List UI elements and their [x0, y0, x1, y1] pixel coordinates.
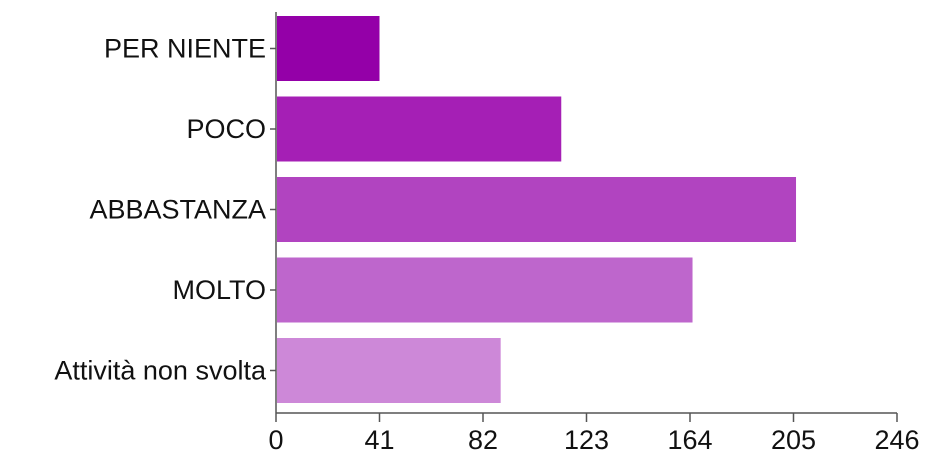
- category-label: MOLTO: [172, 275, 266, 305]
- bar-2: [277, 177, 797, 242]
- x-tick-label: 246: [874, 425, 919, 455]
- category-label: PER NIENTE: [104, 34, 266, 64]
- x-tick-label: 82: [468, 425, 498, 455]
- labels-layer: PER NIENTE POCO ABBASTANZA MOLTO Attività no…: [54, 34, 919, 456]
- category-label: Attività non svolta: [54, 356, 267, 386]
- x-tick-label: 164: [667, 425, 712, 455]
- bars-layer: [277, 16, 797, 403]
- category-label: POCO: [186, 114, 266, 144]
- x-tick-label: 205: [771, 425, 816, 455]
- x-tick-label: 41: [364, 425, 394, 455]
- bar-0: [277, 16, 380, 81]
- bar-3: [277, 257, 693, 323]
- category-label: ABBASTANZA: [89, 195, 266, 225]
- x-tick-label: 0: [268, 425, 283, 455]
- axis-layer: [270, 12, 898, 422]
- bar-4: [277, 338, 501, 403]
- x-tick-label: 123: [564, 425, 609, 455]
- bar-1: [277, 96, 562, 162]
